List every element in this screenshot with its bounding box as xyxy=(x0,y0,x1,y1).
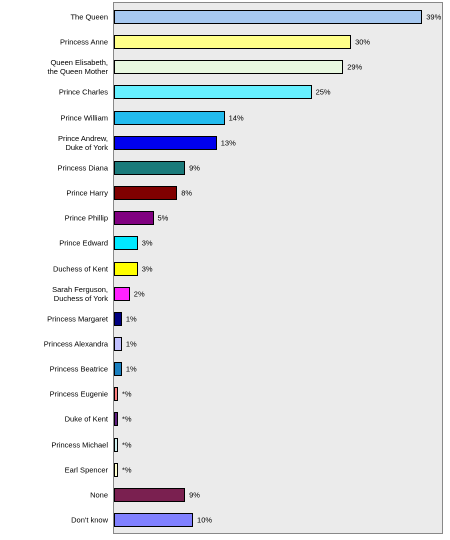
category-label: Prince Harry xyxy=(66,188,108,198)
category-label: Princess Michael xyxy=(51,440,108,450)
value-label: *% xyxy=(121,440,132,450)
category-label: Princess Alexandra xyxy=(43,339,108,349)
value-label: 9% xyxy=(189,490,200,500)
category-label: Duchess of Kent xyxy=(52,264,108,273)
bar xyxy=(114,160,186,175)
category-label: Prince Charles xyxy=(58,87,108,97)
category-label: Don't know xyxy=(71,515,108,525)
value-label: 1% xyxy=(125,314,137,324)
value-label: 10% xyxy=(197,515,213,525)
category-label: Princess Beatrice xyxy=(49,364,108,374)
bar xyxy=(114,412,118,427)
value-label: 29% xyxy=(347,62,363,72)
bar xyxy=(114,85,312,100)
bar xyxy=(114,236,138,251)
plot-area xyxy=(113,2,443,534)
category-label: Princess Eugenie xyxy=(49,389,108,399)
bar xyxy=(114,362,122,377)
category-label: Prince William xyxy=(60,113,108,123)
bar xyxy=(114,110,225,125)
value-label: 13% xyxy=(220,138,236,148)
bar xyxy=(114,35,352,50)
bar xyxy=(114,513,194,527)
category-label: Queen Elisabeth, the Queen Mother xyxy=(47,58,108,77)
category-label: Princess Diana xyxy=(57,163,108,173)
value-label: 25% xyxy=(315,87,331,97)
bar xyxy=(114,437,118,452)
category-label: Duke of Kent xyxy=(64,414,108,424)
value-label: 39% xyxy=(426,12,442,22)
category-label: Prince Andrew, Duke of York xyxy=(57,133,108,152)
value-label: *% xyxy=(121,414,132,424)
category-label: Earl Spencer xyxy=(64,465,108,475)
bar xyxy=(114,211,154,226)
value-label: *% xyxy=(121,389,132,399)
bar xyxy=(114,261,138,276)
value-label: *% xyxy=(121,465,132,475)
category-label: Prince Phillip xyxy=(64,213,108,223)
bar xyxy=(114,186,178,201)
bar xyxy=(114,135,217,150)
category-label: Prince Edward xyxy=(59,238,108,248)
bar xyxy=(114,10,423,24)
value-label: 30% xyxy=(355,37,371,47)
category-label: Princess Margaret xyxy=(47,314,108,324)
category-label: Sarah Ferguson, Duchess of York xyxy=(52,284,108,303)
category-label: None xyxy=(90,490,108,500)
value-label: 14% xyxy=(228,113,244,123)
bar xyxy=(114,60,344,75)
value-label: 2% xyxy=(133,289,145,299)
bar xyxy=(114,336,122,351)
value-label: 8% xyxy=(181,188,193,198)
bar xyxy=(114,487,186,502)
value-label: 9% xyxy=(189,163,200,173)
category-label: Princess Anne xyxy=(60,37,108,47)
value-label: 1% xyxy=(125,339,137,349)
bar xyxy=(114,387,118,402)
value-label: 1% xyxy=(125,364,137,374)
bar xyxy=(114,462,118,477)
value-label: 5% xyxy=(157,213,169,223)
value-label: 3% xyxy=(141,238,153,248)
value-label: 3% xyxy=(141,264,153,273)
bar xyxy=(114,311,122,326)
category-label: The Queen xyxy=(70,12,108,22)
bar xyxy=(114,286,130,301)
